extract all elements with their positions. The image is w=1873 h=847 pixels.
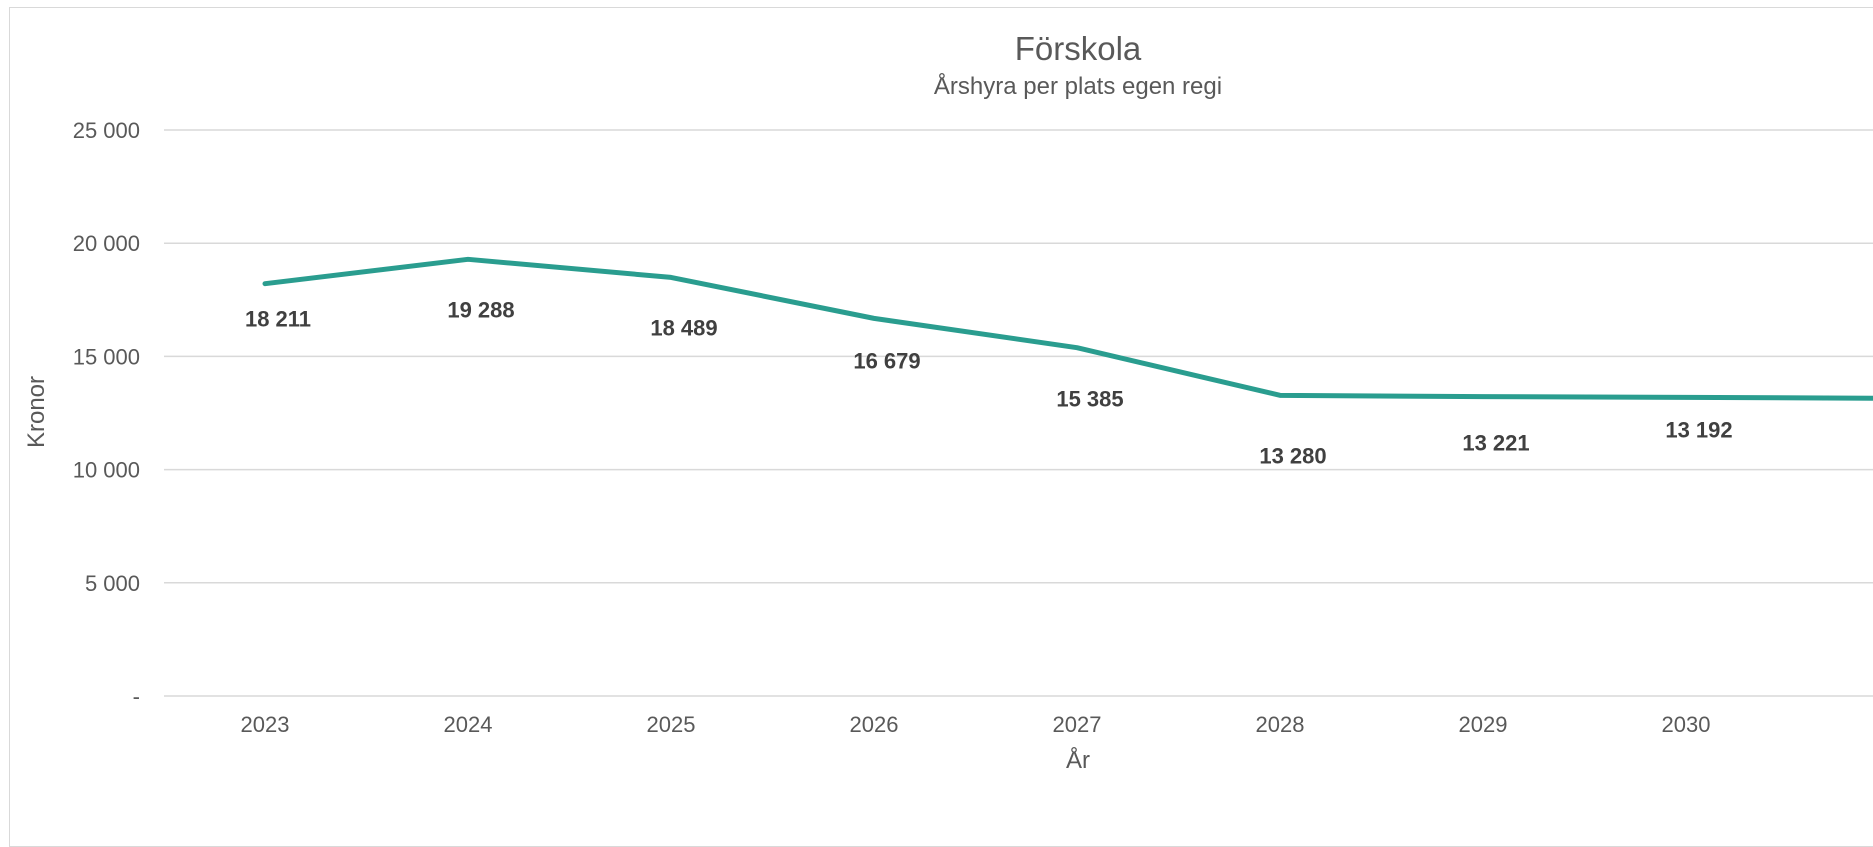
data-labels: 18 211 19 288 18 489 16 679 15 385 13 280 13 2… <box>245 297 1733 468</box>
line-chart: Förskola Årshyra per plats egen regi Kro… <box>23 30 1873 774</box>
y-tick-label: 25 000 <box>73 118 140 143</box>
data-label: 18 489 <box>650 315 717 340</box>
x-tick-label: 2023 <box>241 712 290 737</box>
x-tick-label: 2030 <box>1662 712 1711 737</box>
x-tick-label: 2027 <box>1053 712 1102 737</box>
x-tick-labels: 202320242025202620272028202920302 <box>241 712 1711 737</box>
y-tick-label: 10 000 <box>73 458 140 483</box>
y-axis-label: Kronor <box>23 376 50 448</box>
data-label: 13 192 <box>1665 417 1732 442</box>
x-axis-label: År <box>1066 746 1090 774</box>
y-tick-label: 20 000 <box>73 231 140 256</box>
x-tick-label: 2029 <box>1459 712 1508 737</box>
x-tick-label: 2026 <box>850 712 899 737</box>
chart-subtitle: Årshyra per plats egen regi <box>934 72 1222 100</box>
series-line <box>262 256 1873 401</box>
data-label: 18 211 <box>245 307 311 332</box>
data-label: 16 679 <box>853 348 920 373</box>
x-tick-label: 2025 <box>647 712 696 737</box>
y-tick-label: 5 000 <box>85 571 140 596</box>
y-tick-label: 15 000 <box>73 344 140 369</box>
x-tick-label: 2028 <box>1256 712 1305 737</box>
gridlines <box>164 129 1873 697</box>
y-tick-labels: - 5 000 10 000 15 000 20 000 25 000 <box>73 118 140 709</box>
series-line-path <box>262 256 1873 401</box>
chart-title: Förskola <box>1015 30 1142 67</box>
chart-frame <box>9 7 1873 847</box>
data-label: 13 221 <box>1462 431 1529 456</box>
data-label: 13 280 <box>1259 443 1326 468</box>
data-label: 15 385 <box>1056 387 1123 412</box>
data-label: 19 288 <box>447 297 514 322</box>
y-tick-label: - <box>133 684 140 709</box>
x-tick-label: 2024 <box>444 712 493 737</box>
